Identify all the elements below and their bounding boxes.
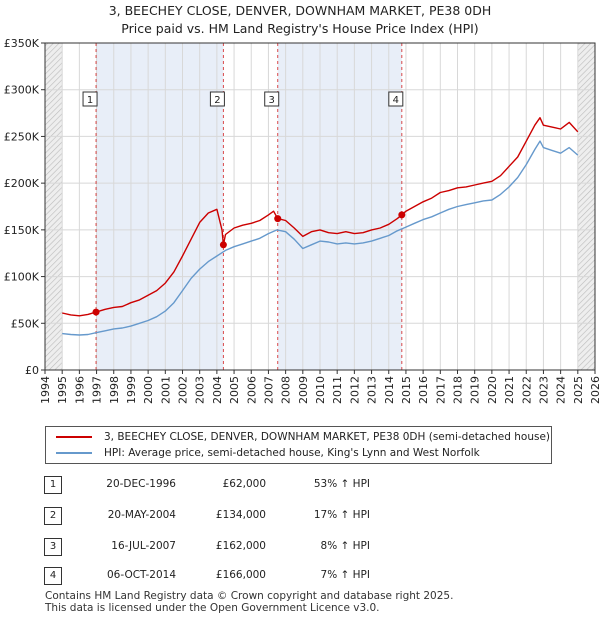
shaded-band [45, 43, 63, 370]
y-tick-label: £350K [4, 37, 40, 50]
sale-label-boxes: 1 2 3 4 [82, 91, 404, 107]
x-tick-label: 2025 [572, 376, 585, 404]
x-tick-label: 2002 [177, 376, 190, 404]
x-tick-label: 1995 [56, 376, 69, 404]
sale-points [92, 211, 406, 316]
legend: 3, BEECHEY CLOSE, DENVER, DOWNHAM MARKET… [45, 426, 552, 464]
shaded-bands [45, 43, 595, 370]
x-tick-label: 2014 [383, 376, 396, 404]
sale-hpi-change: 17% ↑ HPI [313, 509, 370, 521]
legend-swatch-property [56, 436, 92, 438]
x-tick-label: 1998 [108, 376, 121, 404]
sale-hpi-change: 7% ↑ HPI [320, 569, 370, 581]
x-tick-label: 2013 [366, 376, 379, 404]
sale-date: 20-MAY-2004 [107, 509, 176, 521]
sale-row: 4 06-OCT-2014 £166,000 7% ↑ HPI [0, 567, 600, 587]
series-lines [62, 117, 579, 336]
x-tick-label: 2007 [262, 376, 275, 404]
shaded-band [577, 43, 595, 370]
x-tick-label: 2010 [314, 376, 327, 404]
x-tick-label: 1997 [91, 376, 104, 404]
sale-price: £134,000 [215, 509, 266, 521]
x-tick-label: 1999 [125, 376, 138, 404]
x-tick-label: 2020 [486, 376, 499, 404]
x-tick-label: 1996 [73, 376, 86, 404]
x-axis-ticks: 1994 1995 1996 1997 1998 1999 2000 2001 2002 2003… [39, 370, 600, 404]
legend-item-property: 3, BEECHEY CLOSE, DENVER, DOWNHAM MARKET… [56, 429, 550, 445]
y-tick-label: £50K [11, 317, 40, 330]
x-tick-label: 2024 [555, 376, 568, 404]
sale-label-text: 2 [214, 95, 220, 106]
x-tick-label: 1994 [39, 376, 52, 404]
sale-label-box [388, 91, 404, 107]
x-tick-label: 2021 [503, 376, 516, 404]
sale-label-text: 3 [269, 95, 275, 106]
sale-number-badge: 3 [44, 538, 62, 556]
sale-point [398, 211, 406, 219]
x-tick-label: 2017 [434, 376, 447, 404]
chart-title-line1: 3, BEECHEY CLOSE, DENVER, DOWNHAM MARKET… [108, 3, 492, 18]
x-tick-label: 2012 [348, 376, 361, 404]
x-tick-label: 2026 [589, 376, 600, 404]
legend-label-property: 3, BEECHEY CLOSE, DENVER, DOWNHAM MARKET… [104, 431, 551, 443]
x-tick-label: 2011 [331, 376, 344, 404]
x-tick-label: 2001 [159, 376, 172, 404]
y-tick-label: £200K [4, 177, 40, 190]
sale-row: 3 16-JUL-2007 £162,000 8% ↑ HPI [0, 538, 600, 558]
sale-number-badge: 1 [44, 476, 62, 494]
x-tick-label: 2015 [400, 376, 413, 404]
y-tick-label: £150K [4, 224, 40, 237]
x-tick-label: 2022 [520, 376, 533, 404]
y-tick-label: £300K [4, 84, 40, 97]
sale-row: 1 20-DEC-1996 £62,000 53% ↑ HPI [0, 476, 600, 496]
sale-price: £166,000 [215, 569, 266, 581]
x-tick-label: 2006 [245, 376, 258, 404]
sale-date: 16-JUL-2007 [111, 540, 176, 552]
sale-hpi-change: 8% ↑ HPI [320, 540, 370, 552]
footer-line1: Contains HM Land Registry data © Crown c… [45, 590, 454, 602]
x-tick-label: 2000 [142, 376, 155, 404]
sale-number-badge: 4 [44, 567, 62, 585]
sale-label-box [82, 91, 98, 107]
x-tick-label: 2008 [280, 376, 293, 404]
sale-label-box [209, 91, 225, 107]
sale-hpi-change: 53% ↑ HPI [313, 478, 370, 490]
sale-point [92, 308, 100, 316]
price-chart: 1 2 3 4 £0 £50K £100K £150K £200K £250K £300K £350… [4, 37, 600, 404]
shaded-band [277, 43, 402, 370]
sale-point [274, 215, 282, 223]
x-tick-label: 2018 [452, 376, 465, 404]
y-tick-label: £250K [4, 130, 40, 143]
legend-label-hpi: HPI: Average price, semi-detached house,… [104, 447, 480, 459]
x-tick-label: 2016 [417, 376, 430, 404]
sale-label-text: 4 [393, 95, 399, 106]
chart-title-line2: Price paid vs. HM Land Registry's House … [121, 21, 479, 36]
hpi-line [62, 140, 579, 336]
x-tick-label: 2005 [228, 376, 241, 404]
x-tick-label: 2004 [211, 376, 224, 404]
property-price-line [62, 117, 579, 317]
sale-date: 06-OCT-2014 [107, 569, 176, 581]
sale-price: £62,000 [222, 478, 266, 490]
y-axis-ticks: £0 £50K £100K £150K £200K £250K £300K £350K [4, 37, 45, 377]
x-tick-label: 2019 [469, 376, 482, 404]
footer-attribution: Contains HM Land Registry data © Crown c… [45, 590, 453, 614]
chart-title: 3, BEECHEY CLOSE, DENVER, DOWNHAM MARKET… [0, 2, 600, 38]
y-tick-label: £100K [4, 271, 40, 284]
y-tick-label: £0 [25, 364, 39, 377]
sale-row: 2 20-MAY-2004 £134,000 17% ↑ HPI [0, 507, 600, 527]
x-tick-label: 2009 [297, 376, 310, 404]
sale-date: 20-DEC-1996 [106, 478, 176, 490]
sale-label-box [264, 91, 280, 107]
sale-number-badge: 2 [44, 507, 62, 525]
sale-label-text: 1 [87, 95, 93, 106]
legend-swatch-hpi [56, 452, 92, 454]
sale-point [219, 241, 227, 249]
footer-line2: This data is licensed under the Open Gov… [45, 602, 380, 614]
shaded-band [96, 43, 224, 370]
sale-price: £162,000 [215, 540, 266, 552]
legend-item-hpi: HPI: Average price, semi-detached house,… [56, 445, 480, 461]
x-tick-label: 2023 [537, 376, 550, 404]
x-tick-label: 2003 [194, 376, 207, 404]
